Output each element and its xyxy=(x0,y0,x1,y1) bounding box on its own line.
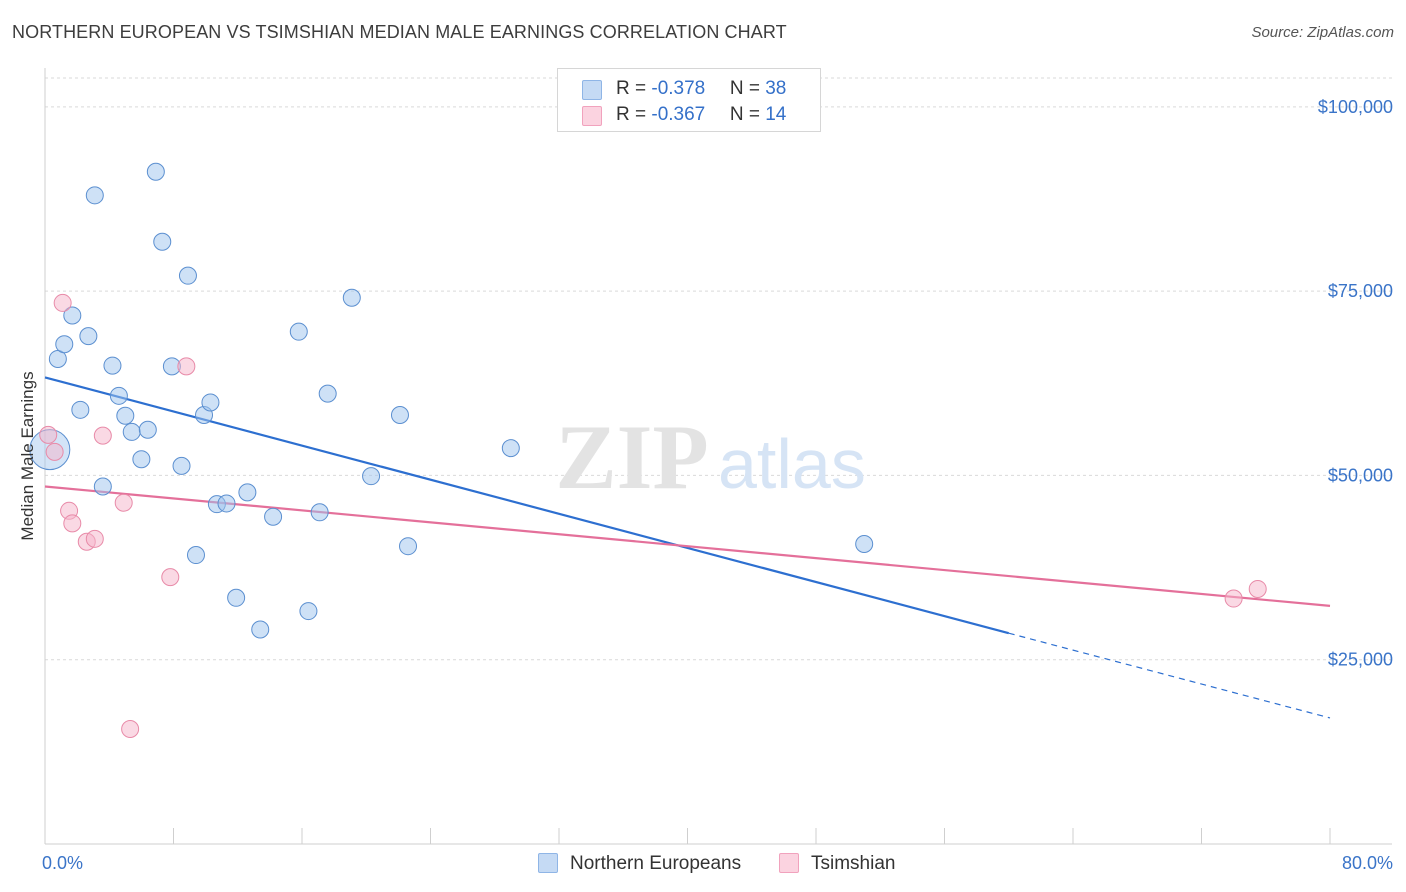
data-point-northern-europeans xyxy=(251,620,270,639)
r-label: R = xyxy=(616,104,652,125)
data-point-northern-europeans xyxy=(146,162,165,181)
watermark-zip: ZIP xyxy=(555,406,708,508)
data-point-northern-europeans xyxy=(201,393,220,412)
legend-swatch-northern-europeans xyxy=(582,80,602,100)
data-point-tsimshian xyxy=(53,293,72,312)
data-point-tsimshian xyxy=(121,720,140,739)
data-point-northern-europeans xyxy=(79,327,98,346)
y-tick-label: $25,000 xyxy=(1328,650,1393,670)
y-tick-label: $100,000 xyxy=(1318,97,1393,117)
tick-labels: $25,000 $50,000 $75,000 $100,000 0.0% 80.0% Me… xyxy=(18,97,1393,873)
trend-line-northern-europeans xyxy=(44,376,1010,635)
legend-label: Tsimshian xyxy=(811,853,896,874)
n-label: N = xyxy=(729,78,766,99)
data-point-northern-europeans xyxy=(122,422,141,441)
data-point-northern-europeans xyxy=(109,386,128,405)
legend-label: Northern Europeans xyxy=(570,853,742,874)
data-point-northern-europeans xyxy=(172,456,191,475)
data-point-tsimshian xyxy=(1248,579,1267,598)
data-point-northern-europeans xyxy=(390,405,409,424)
y-tick-label: $50,000 xyxy=(1328,465,1393,485)
data-point-tsimshian xyxy=(177,357,196,376)
watermark: ZIP atlas xyxy=(555,406,866,508)
data-point-northern-europeans xyxy=(310,503,329,522)
data-point-northern-europeans xyxy=(342,288,361,307)
trend-line-northern-europeans-extension xyxy=(1008,632,1331,719)
data-point-northern-europeans xyxy=(103,356,122,375)
data-point-tsimshian xyxy=(114,493,133,512)
legend-swatch-northern-europeans xyxy=(538,853,558,873)
x-tick-label: 80.0% xyxy=(1342,853,1393,873)
data-point-northern-europeans xyxy=(186,546,205,565)
data-point-northern-europeans xyxy=(55,335,74,354)
data-point-northern-europeans xyxy=(501,439,520,458)
data-point-tsimshian xyxy=(161,568,180,587)
data-point-northern-europeans xyxy=(178,266,197,285)
data-point-northern-europeans xyxy=(138,420,157,439)
data-point-northern-europeans xyxy=(93,477,112,496)
gridlines xyxy=(45,77,1392,661)
data-point-northern-europeans xyxy=(227,588,246,607)
data-point-northern-europeans xyxy=(399,537,418,556)
r-value: -0.378 xyxy=(651,78,706,99)
y-axis-label: Median Male Earnings xyxy=(18,371,37,540)
n-label: N = xyxy=(729,104,766,125)
data-point-tsimshian xyxy=(45,442,64,461)
data-point-northern-europeans xyxy=(153,232,172,251)
data-point-northern-europeans xyxy=(116,406,135,425)
axes xyxy=(44,68,1392,845)
data-point-northern-europeans xyxy=(238,483,257,502)
data-point-tsimshian xyxy=(1224,589,1243,608)
r-label: R = xyxy=(616,78,652,99)
trend-line-tsimshian xyxy=(44,485,1331,607)
data-point-northern-europeans xyxy=(217,494,236,513)
stats-legend: R = -0.378 N = 38 R = -0.367 N = 14 xyxy=(557,68,821,132)
r-value: -0.367 xyxy=(651,104,706,125)
data-point-northern-europeans xyxy=(85,186,104,205)
data-point-northern-europeans xyxy=(362,467,381,486)
chart-title: NORTHERN EUROPEAN VS TSIMSHIAN MEDIAN MA… xyxy=(12,22,787,42)
data-point-northern-europeans xyxy=(289,322,308,341)
data-point-northern-europeans xyxy=(71,400,90,419)
legend-swatch-tsimshian xyxy=(779,853,799,873)
n-value: 14 xyxy=(765,104,787,125)
data-point-northern-europeans xyxy=(63,306,82,325)
data-point-tsimshian xyxy=(39,425,58,444)
legend-swatch-tsimshian xyxy=(582,106,602,126)
watermark-atlas: atlas xyxy=(718,425,866,503)
data-point-tsimshian xyxy=(63,514,82,533)
data-point-northern-europeans xyxy=(299,602,318,621)
chart-source: Source: ZipAtlas.com xyxy=(1251,24,1394,41)
data-points xyxy=(29,162,1267,739)
data-point-tsimshian xyxy=(85,529,104,548)
data-point-northern-europeans xyxy=(318,384,337,403)
data-point-tsimshian xyxy=(93,426,112,445)
y-tick-label: $75,000 xyxy=(1328,281,1393,301)
n-value: 38 xyxy=(765,78,787,99)
data-point-northern-europeans xyxy=(855,534,874,553)
data-point-northern-europeans xyxy=(132,450,151,469)
x-tick-label: 0.0% xyxy=(42,853,83,873)
data-point-northern-europeans xyxy=(264,507,283,526)
